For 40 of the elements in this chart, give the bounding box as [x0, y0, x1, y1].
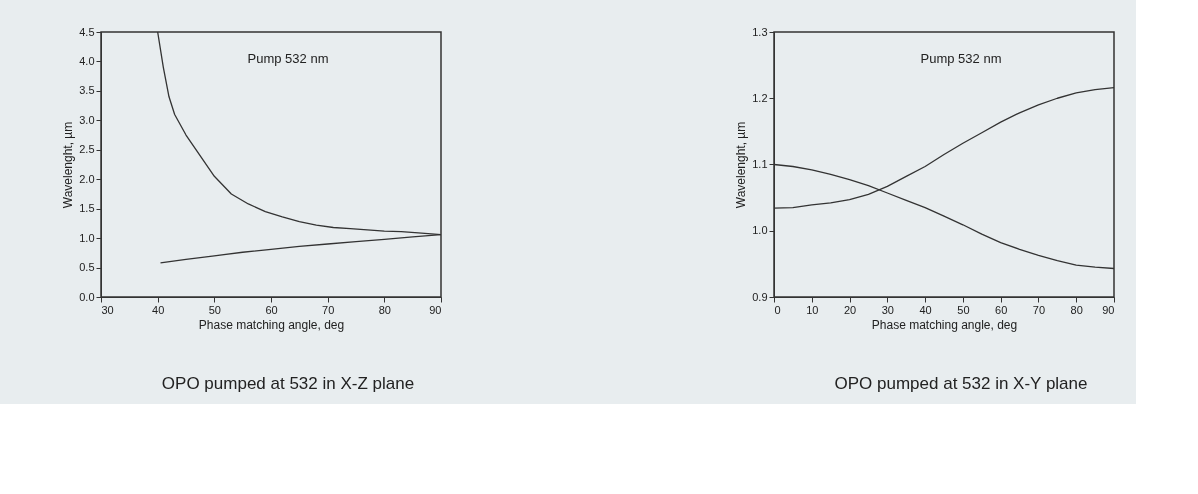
x-tick-label: 40 [919, 303, 932, 316]
y-axis-title: Wavelenght, µm [61, 121, 76, 209]
x-tick-label: 60 [995, 303, 1008, 316]
x-tick-label: 90 [429, 303, 442, 316]
x-tick-label: 50 [208, 303, 221, 316]
x-axis-title: Phase matching angle, deg [871, 317, 1018, 332]
y-tick-label: 3.5 [79, 84, 95, 97]
x-tick-label: 40 [152, 303, 165, 316]
y-tick-label: 4.5 [79, 25, 95, 38]
x-tick-label: 10 [806, 303, 819, 316]
y-axis-title: Wavelenght, µm [734, 121, 749, 209]
y-tick-label: 0.9 [752, 290, 768, 303]
y-tick-label: 1.0 [79, 231, 95, 244]
x-tick-label: 30 [101, 303, 114, 316]
x-tick-label: 30 [881, 303, 894, 316]
y-tick-label: 1.0 [752, 224, 768, 237]
y-tick-label: 0.5 [79, 261, 95, 274]
x-tick-label: 80 [1070, 303, 1083, 316]
x-tick-label: 80 [378, 303, 391, 316]
x-axis-title: Phase matching angle, deg [198, 317, 345, 332]
y-tick-label: 1.5 [79, 202, 95, 215]
x-tick-label: 60 [265, 303, 278, 316]
y-tick-label: 0.0 [79, 290, 95, 303]
y-tick-label: 1.3 [752, 25, 768, 38]
x-tick-label: 20 [843, 303, 857, 316]
annotation: Pump 532 nm [247, 50, 329, 66]
x-tick-label: 0 [774, 303, 781, 316]
y-tick-label: 1.2 [752, 91, 768, 104]
x-tick-label: 70 [322, 303, 335, 316]
x-tick-label: 90 [1102, 303, 1115, 316]
y-tick-label: 2.5 [79, 143, 95, 156]
annotation: Pump 532 nm [920, 50, 1002, 66]
text: OPO pumped at 532 in X-Z plane [161, 374, 415, 394]
x-tick-label: 50 [957, 303, 970, 316]
x-tick-label: 70 [1032, 303, 1046, 316]
y-tick-label: 3.0 [79, 113, 95, 126]
y-tick-label: 2.0 [79, 172, 95, 185]
y-tick-label: 1.1 [752, 158, 768, 170]
text: OPO pumped at 532 in X-Y plane [834, 374, 1088, 394]
y-tick-label: 4.0 [79, 54, 95, 67]
